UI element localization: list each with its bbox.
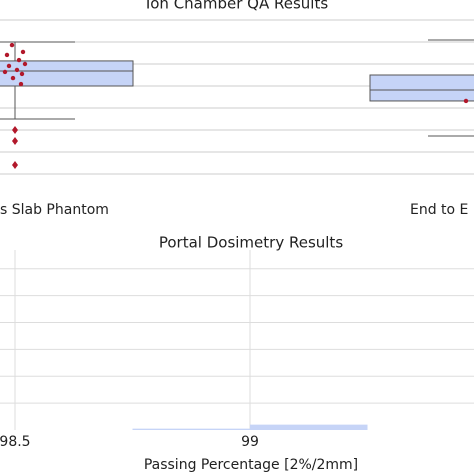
point xyxy=(18,81,24,87)
point xyxy=(10,75,16,81)
box xyxy=(369,74,474,102)
bar xyxy=(132,428,250,430)
x-tick-label: End to E xyxy=(410,202,468,218)
chart-title: Portal Dosimetry Results xyxy=(159,234,343,252)
point xyxy=(6,63,12,69)
flier xyxy=(12,160,18,169)
point xyxy=(463,98,469,104)
point xyxy=(9,42,15,48)
x-tick-label: s Slab Phantom xyxy=(0,202,109,218)
point xyxy=(2,69,8,75)
flier xyxy=(12,137,18,145)
chart-title: Ion Chamber QA Results xyxy=(146,0,329,13)
point xyxy=(16,57,22,63)
point xyxy=(4,52,10,58)
flier xyxy=(12,126,18,134)
x-axis-label: Passing Percentage [2%/2mm] xyxy=(144,457,358,473)
bar xyxy=(250,424,368,430)
point xyxy=(19,71,25,77)
x-tick-label: 98.5 xyxy=(0,434,31,450)
x-tick-label: 99 xyxy=(241,434,259,450)
point xyxy=(14,67,20,73)
point xyxy=(22,61,28,67)
point xyxy=(20,49,26,55)
